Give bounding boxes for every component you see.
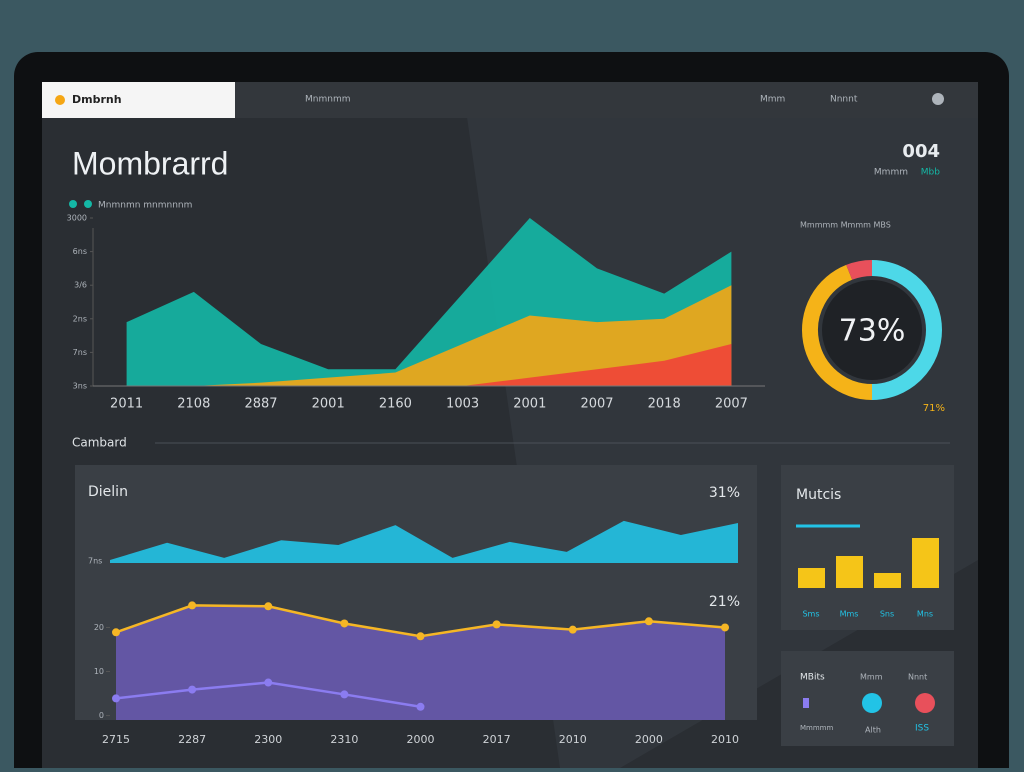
donut-side: 71% (923, 403, 945, 414)
panel-stat: 21% (709, 594, 740, 610)
bar-label: Sns (880, 610, 894, 619)
mini-icon (915, 693, 935, 713)
point (112, 694, 120, 703)
legend-dot (69, 200, 77, 208)
mini-note: Alth (865, 726, 881, 735)
bar-label: Sms (802, 610, 819, 619)
wave-label: 7ns (88, 557, 102, 566)
legend-text: Mnmnmn mnmnnnm (98, 201, 192, 211)
donut-segment (802, 264, 873, 400)
x-tick-label: 2300 (254, 733, 282, 746)
donut-core (822, 280, 922, 380)
y-tick-label: 6ns (73, 247, 87, 256)
x-tick-label: 2108 (177, 397, 210, 412)
mini-icon (803, 698, 809, 708)
x-tick-label: 2018 (648, 397, 681, 412)
y-tick-label: 3000 (67, 214, 87, 223)
stat-badge: Mbb (921, 168, 940, 178)
x-tick-label: 2000 (407, 733, 435, 746)
nav-icon[interactable] (932, 93, 944, 105)
panel-stat: 31% (709, 485, 740, 501)
x-tick-label: 2887 (244, 397, 277, 412)
donut-segment (871, 260, 942, 400)
nav-link[interactable]: Nnnnt (830, 95, 858, 105)
area (126, 344, 732, 386)
nav-link[interactable]: Mmm (760, 95, 785, 105)
x-tick-label: 2310 (330, 733, 358, 746)
mini-label: Mmm (860, 673, 883, 682)
x-tick-label: 2017 (483, 733, 511, 746)
brand-logo (55, 95, 65, 105)
x-tick-label: 2011 (110, 397, 143, 412)
bar (874, 573, 901, 588)
x-tick-label: 2001 (312, 397, 345, 412)
bar (912, 538, 939, 588)
point (188, 685, 197, 694)
panel-title: Dielin (88, 484, 128, 500)
point (264, 602, 273, 611)
area (126, 285, 732, 386)
x-tick-label: 2007 (580, 397, 613, 412)
nav-menu[interactable]: Mnmnmm (305, 95, 350, 105)
section-label: Cambard (72, 436, 127, 450)
x-tick-label: 2007 (715, 397, 748, 412)
brand-box (42, 82, 235, 118)
y-tick-label: 20 (94, 623, 104, 632)
point (416, 632, 425, 641)
point (112, 628, 120, 637)
x-tick-label: 2160 (379, 397, 412, 412)
bar (836, 556, 863, 588)
brand: Dmbrnh (72, 93, 122, 106)
area-fill (116, 605, 725, 720)
point (568, 625, 577, 634)
y-tick-label: 3/6 (74, 281, 87, 290)
legend-dot (84, 200, 92, 208)
bar-label: Mns (917, 610, 933, 619)
donut-title: Mmmmm Mmmm MBS (800, 221, 891, 230)
point (416, 702, 425, 711)
point (721, 623, 729, 632)
mini-label: Nnnt (908, 673, 927, 682)
mini-note: Mmmmm (800, 724, 833, 732)
bar-label: Mms (840, 610, 859, 619)
y-tick-label: 7ns (73, 348, 87, 357)
point (340, 690, 349, 699)
bar (798, 568, 825, 588)
mini-icon (862, 693, 882, 713)
x-tick-label: 1003 (446, 397, 479, 412)
x-tick-label: 2010 (559, 733, 587, 746)
point (492, 620, 501, 629)
y-tick-label: 0 (99, 711, 104, 720)
donut-center: 73% (839, 314, 906, 349)
area (110, 520, 738, 563)
point (264, 678, 273, 687)
point (340, 619, 349, 628)
page-title: Mombrarrd (72, 145, 228, 181)
x-tick-label: 2001 (513, 397, 546, 412)
metrics-title: Mutcis (796, 487, 841, 503)
y-tick-label: 10 (94, 667, 104, 676)
y-tick-label: 2ns (73, 314, 87, 323)
stat: 004 (902, 141, 940, 162)
x-tick-label: 2287 (178, 733, 206, 746)
donut-segment (846, 260, 873, 280)
x-tick-label: 2010 (711, 733, 739, 746)
point (644, 617, 653, 626)
x-tick-label: 2715 (102, 733, 130, 746)
mini-title: MBits (800, 673, 825, 683)
x-tick-label: 2000 (635, 733, 663, 746)
y-tick-label: 3ns (73, 382, 87, 391)
mini-note: ISS (915, 724, 929, 734)
stat-label: Mmmm (874, 168, 908, 178)
point (188, 601, 197, 610)
